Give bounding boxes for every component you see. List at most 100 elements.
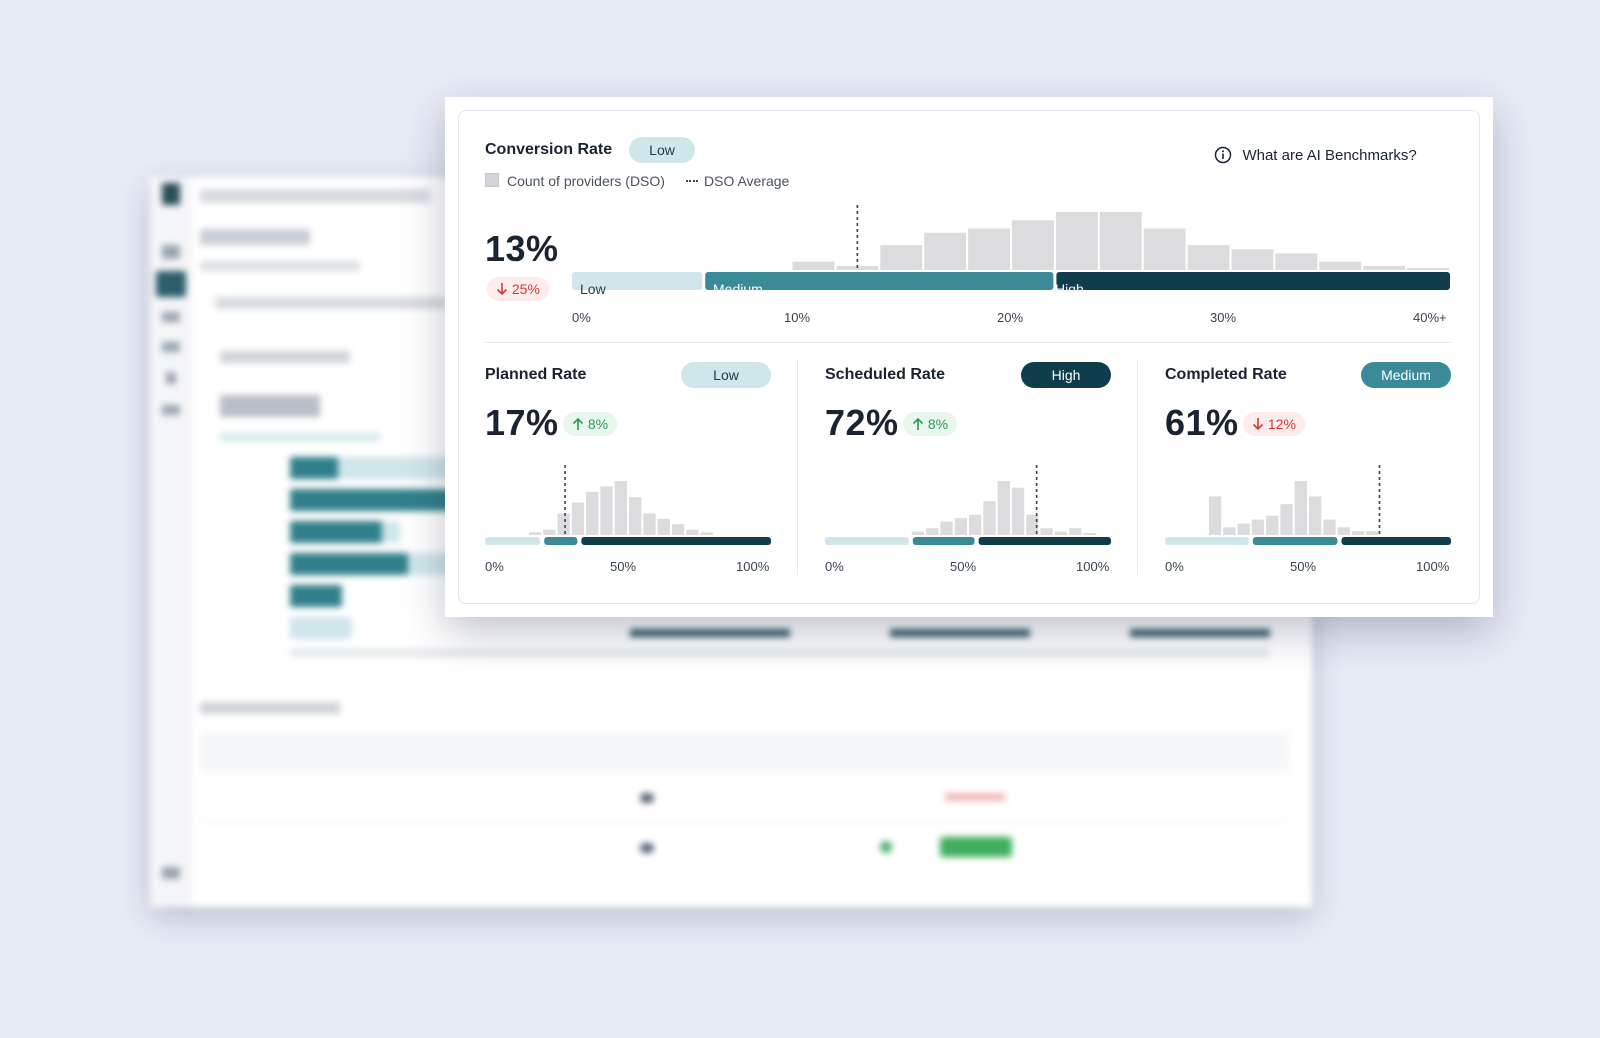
planned-rate-delta: 8% <box>563 412 618 438</box>
background-segment <box>630 629 790 637</box>
nav-icon-active <box>156 271 186 297</box>
arrow-down-icon <box>1252 414 1264 438</box>
background-bar <box>290 489 490 511</box>
conversion-rate-histogram <box>572 205 1450 290</box>
histogram-bar <box>1187 245 1230 270</box>
benchmark-segment-medium <box>912 537 975 545</box>
benchmark-segment-medium <box>544 537 578 545</box>
planned-rate-badge: Low <box>681 362 771 388</box>
histogram-bar <box>880 245 923 270</box>
segment-label-low: Low <box>580 281 606 297</box>
histogram-bar <box>1069 528 1082 535</box>
histogram-bar <box>997 481 1010 535</box>
background-date-range <box>215 297 445 309</box>
nav-icon <box>162 245 180 259</box>
conversion-rate-delta-value: 25% <box>511 281 540 297</box>
scheduled-rate-delta: 8% <box>903 412 958 436</box>
legend-swatch <box>485 173 499 187</box>
conversion-tick: 40%+ <box>1413 310 1447 325</box>
histogram-bar <box>1251 519 1265 535</box>
column-divider <box>797 360 798 575</box>
histogram-bar <box>686 529 699 535</box>
background-bar <box>290 585 342 607</box>
conversion-rate-badge: Low <box>629 137 695 163</box>
arrow-up-icon <box>572 414 584 438</box>
nav-icon <box>162 312 180 322</box>
nav-icon <box>162 405 180 415</box>
scheduled-rate-title: Scheduled Rate <box>825 366 946 383</box>
benchmark-segment-high <box>978 537 1111 545</box>
histogram-bar <box>1266 515 1279 535</box>
histogram-bar <box>1237 523 1250 535</box>
histogram-bar <box>1294 481 1307 535</box>
histogram-bar <box>586 491 599 535</box>
segment-label-high: High <box>1055 281 1084 297</box>
scheduled-rate-badge: High <box>1021 362 1111 388</box>
benchmark-segment-medium <box>1252 537 1338 545</box>
benchmark-segment-low <box>825 537 909 545</box>
scheduled-tick: 100% <box>1076 559 1110 574</box>
histogram-bar <box>1055 212 1098 270</box>
completed-rate-histogram <box>1165 465 1451 545</box>
histogram-bar <box>926 528 939 535</box>
histogram-bar <box>1223 527 1236 535</box>
planned-tick: 0% <box>485 559 504 574</box>
background-table <box>200 732 1290 902</box>
histogram-bar <box>557 513 570 535</box>
scheduled-rate-delta-value: 8% <box>927 416 949 432</box>
completed-rate-delta-value: 12% <box>1267 416 1296 432</box>
histogram-bar <box>657 518 670 535</box>
benchmark-segment-high <box>581 537 771 545</box>
histogram-bar <box>1083 532 1096 535</box>
column-divider <box>1137 360 1138 575</box>
legend-dash <box>686 180 698 182</box>
background-segment <box>1130 629 1270 637</box>
scheduled-tick: 0% <box>825 559 844 574</box>
histogram-bar <box>1337 527 1350 535</box>
background-axis <box>290 649 1270 657</box>
histogram-bar <box>614 481 627 535</box>
completed-rate-badge: Medium <box>1361 362 1451 388</box>
background-bar <box>290 457 338 479</box>
histogram-bar <box>911 531 925 535</box>
background-table-header <box>200 732 1290 770</box>
histogram-bar <box>1011 487 1025 535</box>
histogram-bar <box>1323 519 1336 535</box>
histogram-bar <box>968 228 1010 270</box>
histogram-bar <box>629 497 642 535</box>
completed-rate-value: 61% <box>1165 402 1239 443</box>
legend-count: Count of providers (DSO) <box>485 173 665 189</box>
scheduled-tick: 50% <box>950 559 977 574</box>
histogram-bar <box>643 513 656 535</box>
planned-tick: 50% <box>610 559 637 574</box>
background-bar <box>290 521 382 543</box>
histogram-bar <box>1280 504 1293 535</box>
background-legend <box>220 433 380 441</box>
benchmark-segment-low <box>1165 537 1249 545</box>
background-big-number <box>220 395 320 417</box>
background-bar <box>290 553 408 575</box>
histogram-bar <box>983 501 996 535</box>
help-link[interactable]: What are AI Benchmarks? <box>1214 146 1417 168</box>
benchmark-segment-low <box>485 537 541 545</box>
histogram-bar <box>528 532 542 535</box>
conversion-tick: 0% <box>572 310 591 325</box>
legend-average-label: DSO Average <box>704 173 790 189</box>
background-sidebar <box>150 177 192 907</box>
scheduled-rate-histogram <box>825 465 1111 545</box>
benchmark-segment-medium <box>705 272 1054 290</box>
histogram-bar <box>1231 249 1274 270</box>
histogram-bar <box>543 529 556 535</box>
completed-tick: 0% <box>1165 559 1184 574</box>
histogram-bar <box>940 521 953 535</box>
legend-average: DSO Average <box>686 173 789 189</box>
histogram-bar <box>924 232 967 270</box>
histogram-bar <box>700 532 713 535</box>
planned-rate-title: Planned Rate <box>485 366 587 383</box>
completed-tick: 100% <box>1416 559 1450 574</box>
app-logo-icon <box>162 183 180 205</box>
histogram-bar <box>1366 531 1379 535</box>
benchmark-segment-high <box>1341 537 1451 545</box>
conversion-tick: 20% <box>997 310 1024 325</box>
conversion-rate-value: 13% <box>485 228 559 269</box>
